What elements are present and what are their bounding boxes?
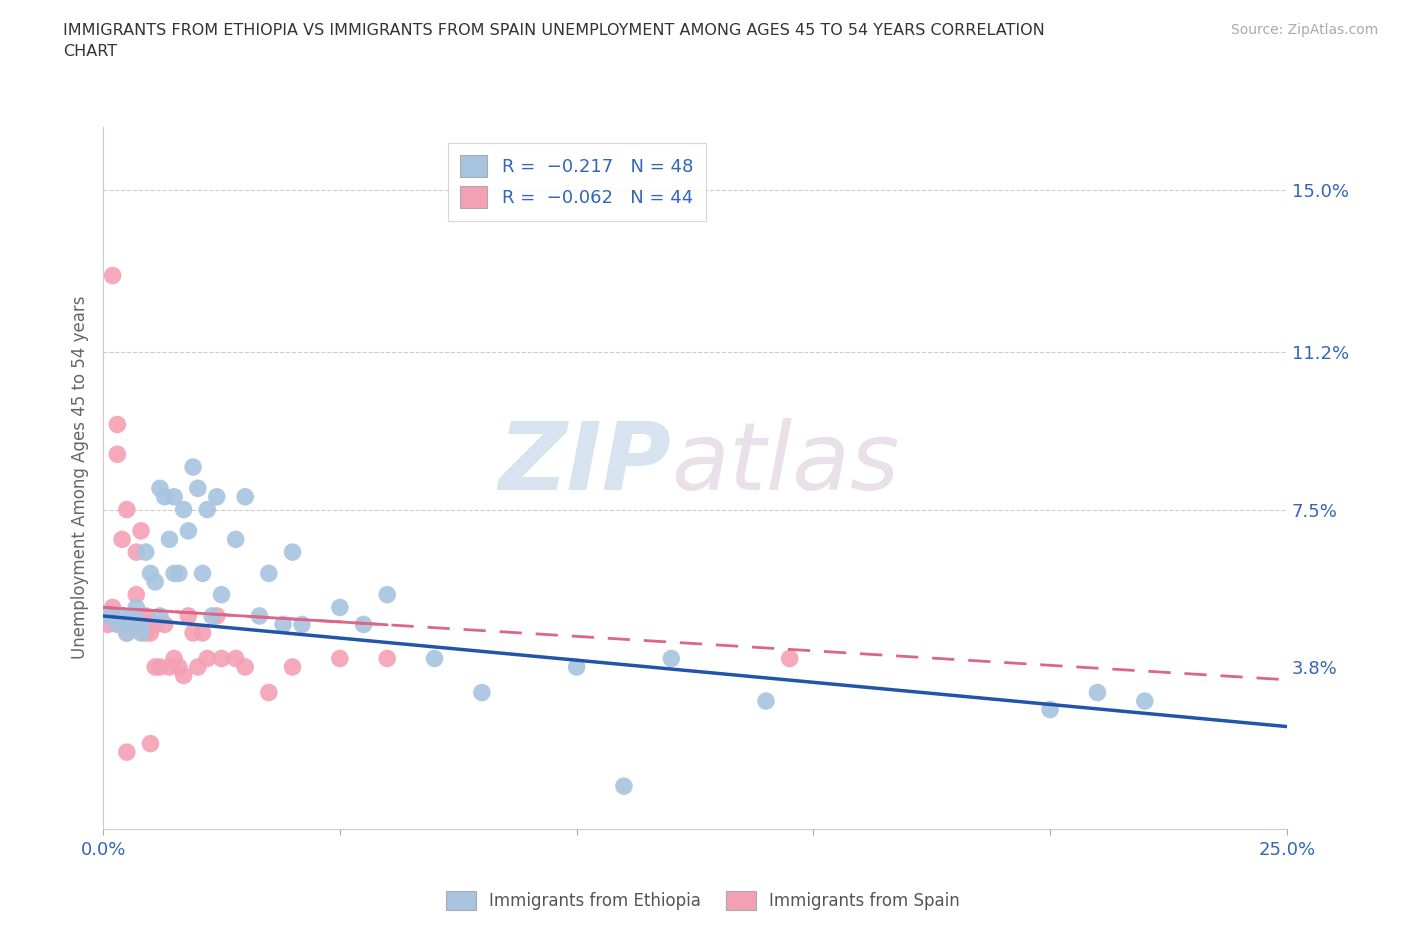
Point: [111, 532, 134, 547]
Legend: R =  −0.217   N = 48, R =  −0.062   N = 44: R = −0.217 N = 48, R = −0.062 N = 44: [447, 142, 706, 221]
Point: [1087, 685, 1109, 700]
Point: [139, 617, 162, 631]
Point: [247, 608, 270, 623]
Point: [97, 608, 120, 623]
Point: [121, 608, 143, 623]
Point: [187, 481, 209, 496]
Point: [153, 617, 176, 631]
Point: [353, 617, 375, 631]
Point: [111, 608, 134, 623]
Point: [163, 489, 186, 504]
Y-axis label: Unemployment Among Ages 45 to 54 years: Unemployment Among Ages 45 to 54 years: [72, 296, 89, 659]
Point: [225, 532, 247, 547]
Point: [281, 659, 304, 674]
Point: [779, 651, 801, 666]
Point: [121, 617, 143, 631]
Point: [163, 566, 186, 581]
Point: [233, 489, 256, 504]
Point: [129, 617, 152, 631]
Point: [125, 587, 148, 602]
Point: [181, 626, 204, 641]
Legend: Immigrants from Ethiopia, Immigrants from Spain: Immigrants from Ethiopia, Immigrants fro…: [439, 884, 967, 917]
Point: [187, 659, 209, 674]
Point: [101, 600, 124, 615]
Point: [755, 694, 778, 709]
Point: [105, 446, 128, 461]
Point: [135, 545, 157, 560]
Point: [105, 617, 128, 631]
Point: [1133, 694, 1156, 709]
Point: [167, 566, 190, 581]
Point: [157, 659, 180, 674]
Point: [195, 502, 218, 517]
Point: [149, 481, 172, 496]
Point: [153, 489, 176, 504]
Point: [211, 587, 233, 602]
Text: Source: ZipAtlas.com: Source: ZipAtlas.com: [1230, 23, 1378, 37]
Point: [375, 587, 398, 602]
Point: [111, 617, 134, 631]
Point: [1039, 702, 1062, 717]
Point: [201, 608, 224, 623]
Point: [115, 502, 138, 517]
Point: [173, 502, 195, 517]
Point: [565, 659, 588, 674]
Point: [177, 608, 200, 623]
Point: [135, 608, 157, 623]
Point: [143, 575, 166, 590]
Text: IMMIGRANTS FROM ETHIOPIA VS IMMIGRANTS FROM SPAIN UNEMPLOYMENT AMONG AGES 45 TO : IMMIGRANTS FROM ETHIOPIA VS IMMIGRANTS F…: [63, 23, 1045, 60]
Point: [115, 617, 138, 631]
Point: [115, 626, 138, 641]
Point: [139, 737, 162, 751]
Point: [139, 566, 162, 581]
Point: [257, 566, 280, 581]
Point: [143, 659, 166, 674]
Point: [121, 617, 143, 631]
Point: [157, 532, 180, 547]
Point: [97, 617, 120, 631]
Point: [233, 659, 256, 674]
Point: [181, 459, 204, 474]
Point: [115, 626, 138, 641]
Point: [105, 417, 128, 432]
Point: [139, 626, 162, 641]
Point: [129, 617, 152, 631]
Point: [101, 268, 124, 283]
Point: [163, 651, 186, 666]
Point: [149, 608, 172, 623]
Point: [191, 626, 214, 641]
Point: [173, 668, 195, 683]
Point: [281, 545, 304, 560]
Point: [205, 489, 228, 504]
Point: [101, 608, 124, 623]
Point: [191, 566, 214, 581]
Point: [129, 626, 152, 641]
Point: [271, 617, 294, 631]
Point: [129, 524, 152, 538]
Point: [329, 600, 352, 615]
Point: [177, 524, 200, 538]
Point: [125, 545, 148, 560]
Point: [257, 685, 280, 700]
Point: [375, 651, 398, 666]
Point: [211, 651, 233, 666]
Point: [329, 651, 352, 666]
Point: [659, 651, 682, 666]
Point: [115, 745, 138, 760]
Point: [149, 659, 172, 674]
Point: [125, 600, 148, 615]
Point: [471, 685, 494, 700]
Point: [291, 617, 314, 631]
Point: [167, 659, 190, 674]
Point: [205, 608, 228, 623]
Point: [135, 626, 157, 641]
Text: ZIP: ZIP: [499, 418, 671, 510]
Text: atlas: atlas: [671, 418, 900, 509]
Point: [195, 651, 218, 666]
Point: [97, 608, 120, 623]
Point: [613, 778, 636, 793]
Point: [225, 651, 247, 666]
Point: [143, 617, 166, 631]
Point: [423, 651, 446, 666]
